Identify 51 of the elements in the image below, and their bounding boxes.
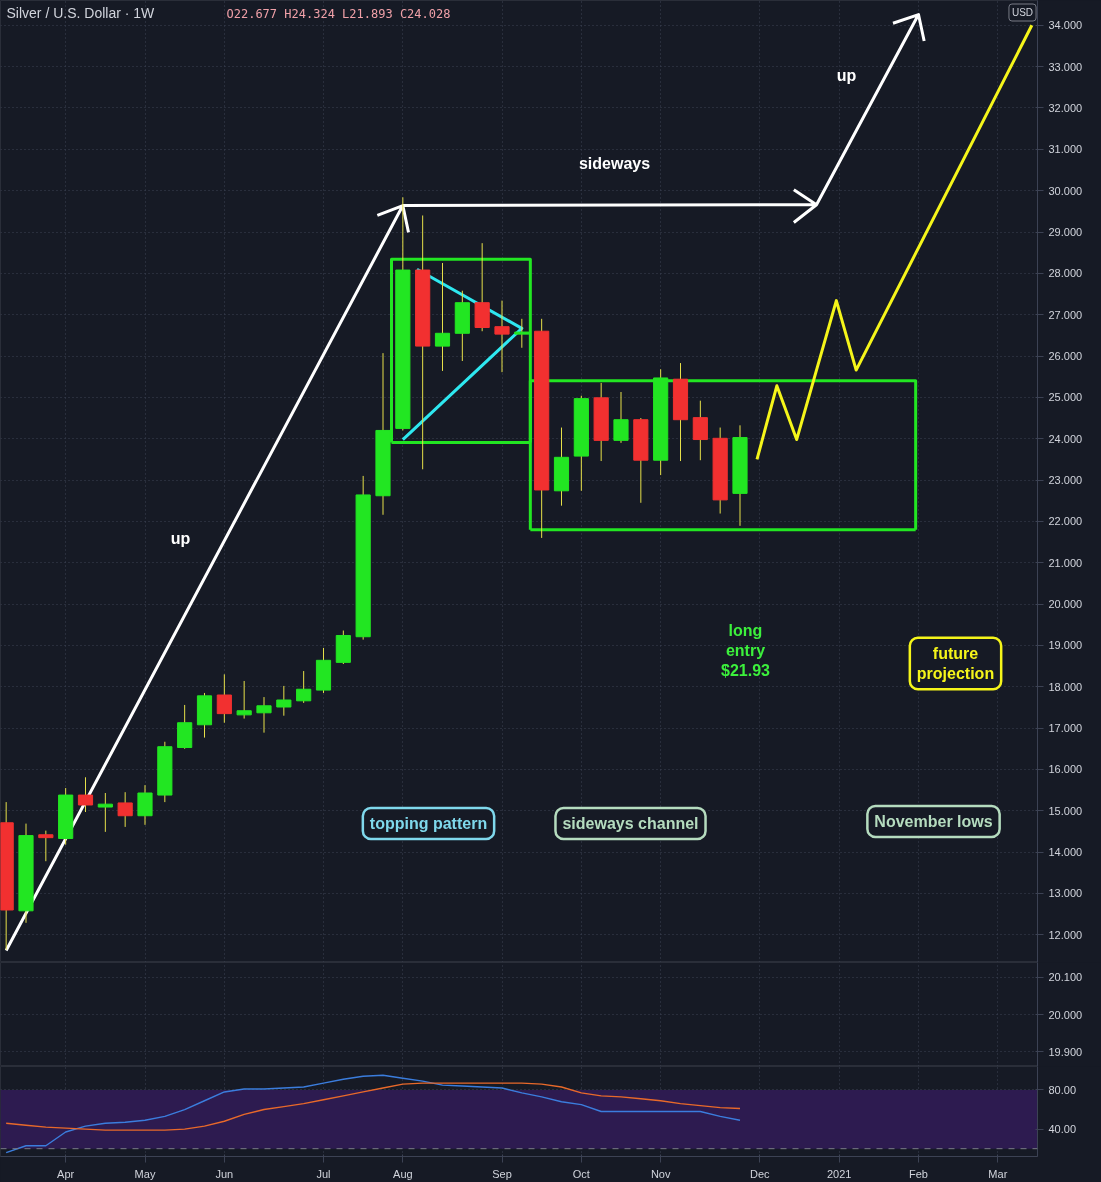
annotation: sideways [578, 155, 651, 172]
y-tick-label: 13.000 [1048, 887, 1083, 900]
y-tick-label: 20.000 [1048, 598, 1083, 611]
y-tick-label: 28.000 [1048, 267, 1083, 280]
y-tick-label: 24.000 [1048, 432, 1083, 445]
y-tick-label: 12.000 [1048, 928, 1083, 941]
x-tick-label: Jun [215, 1167, 234, 1180]
y-tick-label: 19.900 [1048, 1045, 1083, 1058]
y-tick-label: 14.000 [1048, 846, 1083, 859]
y-tick-label: 29.000 [1048, 226, 1083, 239]
y-tick-label: 16.000 [1048, 763, 1083, 776]
annotation: long entry $21.93 [721, 621, 771, 680]
x-tick-label: Jul [316, 1167, 331, 1180]
y-tick-label: 31.000 [1048, 143, 1083, 156]
x-tick-label: Aug [393, 1167, 413, 1180]
y-tick-label: 40.00 [1048, 1123, 1077, 1136]
x-tick-label: 2021 [826, 1167, 852, 1180]
y-tick-label: 17.000 [1048, 722, 1083, 735]
y-tick-label: 20.100 [1048, 971, 1083, 984]
y-tick-label: 26.000 [1048, 350, 1083, 363]
y-tick-label: 15.000 [1048, 804, 1083, 817]
y-axis-title: USD [1011, 7, 1034, 18]
y-tick-label: 21.000 [1048, 556, 1083, 569]
y-tick-label: 34.000 [1048, 19, 1083, 32]
text: O22.677 H24.324 L21.893 C24.028 [226, 6, 451, 21]
x-tick-label: May [134, 1167, 156, 1180]
x-tick-label: Apr [57, 1167, 75, 1180]
x-tick-label: Sep [492, 1167, 512, 1180]
y-tick-label: 19.000 [1048, 639, 1083, 652]
x-tick-label: Mar [988, 1167, 1008, 1180]
y-tick-label: 22.000 [1048, 515, 1083, 528]
y-tick-label: 23.000 [1048, 474, 1083, 487]
y-tick-label: 18.000 [1048, 680, 1083, 693]
y-tick-label: 30.000 [1048, 184, 1083, 197]
y-tick-label: 20.000 [1048, 1008, 1083, 1021]
x-tick-label: Dec [750, 1167, 771, 1180]
y-tick-label: 33.000 [1048, 60, 1083, 73]
y-tick-label: 32.000 [1048, 101, 1083, 114]
annotation: topping pattern [369, 815, 488, 832]
annotation: sideways channel [562, 815, 699, 832]
annotation: up [836, 67, 857, 84]
annotation: future projection [916, 644, 995, 683]
x-tick-label: Feb [909, 1167, 928, 1180]
y-tick-label: 80.00 [1048, 1083, 1077, 1096]
annotation: up [170, 530, 191, 547]
chart-title: Silver / U.S. Dollar · 1W [6, 4, 156, 21]
x-tick-label: Nov [650, 1167, 671, 1180]
y-tick-label: 25.000 [1048, 391, 1083, 404]
x-tick-label: Oct [572, 1167, 590, 1180]
y-tick-label: 27.000 [1048, 308, 1083, 321]
annotation: November lows [874, 813, 993, 830]
